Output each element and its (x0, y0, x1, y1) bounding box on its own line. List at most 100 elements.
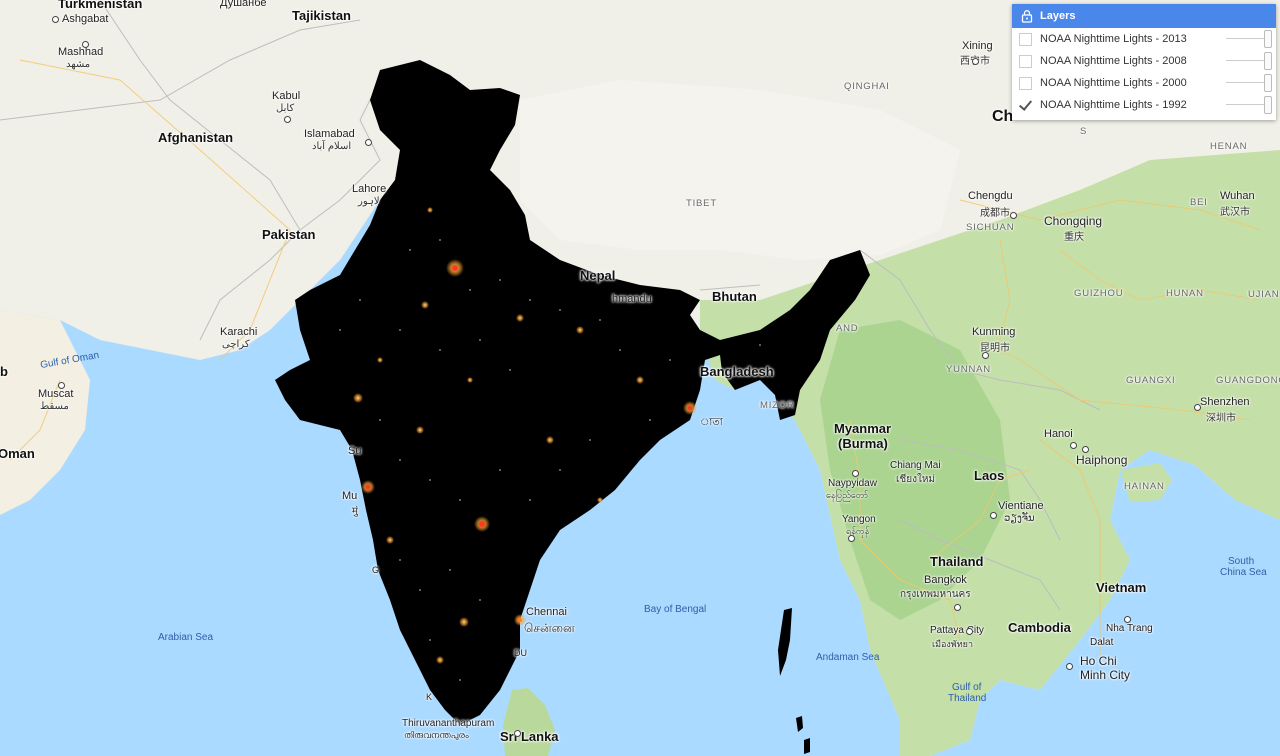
land-hainan (1120, 463, 1172, 502)
label-guangdong: GUANGDONG (1216, 375, 1280, 386)
layers-panel-title: Layers (1040, 10, 1076, 22)
layer-checkbox-2013[interactable] (1019, 32, 1032, 46)
label-pattaya: Pattaya City (930, 625, 984, 636)
label-pakistan: Pakistan (262, 227, 316, 242)
slider-knob[interactable] (1264, 96, 1272, 114)
label-fujian-fragment: UJIAN (1248, 289, 1280, 300)
label-kochi-fragment: K (426, 692, 433, 702)
layer-row-2000: NOAA Nighttime Lights - 2000 (1012, 72, 1276, 94)
label-gulf-of-thailand-line1: Gulf of (952, 682, 982, 693)
city-dot-islamabad (365, 139, 372, 146)
city-dot-haiphong (1082, 446, 1089, 453)
label-nepal: Nepal (580, 268, 616, 283)
layer-checkbox-1992[interactable] (1019, 98, 1032, 112)
label-afghanistan: Afghanistan (158, 130, 234, 145)
label-karachi-native: کراچی (222, 339, 250, 350)
label-mumbai-native-fragment: मुं (352, 506, 358, 517)
nightlights-layer-india (275, 60, 870, 725)
label-guangxi: GUANGXI (1126, 375, 1176, 386)
slider-knob[interactable] (1264, 52, 1272, 70)
label-turkmenistan: Turkmenistan (58, 0, 143, 11)
label-vientiane: Vientiane (998, 500, 1044, 512)
label-bangkok: Bangkok (924, 574, 967, 586)
label-mizoram: MIZOR (760, 400, 795, 411)
city-dot-nha-trang (1124, 616, 1131, 623)
label-kolkata-fragment: াতা (700, 417, 723, 428)
city-dot-mashhad (82, 41, 89, 48)
label-south-china-sea-line1: South (1228, 556, 1255, 567)
label-surat-fragment: Su (348, 445, 362, 457)
layer-opacity-slider-2000[interactable] (1226, 74, 1272, 92)
label-gulf-of-thailand-line2: Thailand (948, 693, 987, 704)
label-naypyidaw-native: နေပြည်တော် (826, 490, 869, 500)
label-chengdu-native: 成都市 (980, 208, 1010, 219)
label-tajikistan: Tajikistan (292, 8, 352, 23)
city-dot-kunming (982, 352, 989, 359)
label-wuhan: Wuhan (1220, 190, 1255, 202)
layer-opacity-slider-2013[interactable] (1226, 30, 1272, 48)
label-sri-lanka: Sri Lanka (500, 729, 559, 744)
label-china: Ch (992, 108, 1014, 125)
label-sichuan: SICHUAN (966, 222, 1015, 233)
label-islamabad-native: اسلام آباد (312, 141, 352, 152)
city-dot-pattaya (966, 628, 973, 635)
label-chiang-mai: Chiang Mai (890, 460, 941, 471)
label-hcmc-line1: Ho Chi (1080, 654, 1117, 668)
layer-checkbox-2008[interactable] (1019, 54, 1032, 68)
night-lights (353, 207, 697, 664)
label-pattaya-native: เมืองพัทยา (932, 639, 974, 649)
label-b-edge-fragment: b (0, 364, 8, 379)
label-henan: HENAN (1210, 141, 1248, 152)
city-dot-sri-lanka (514, 730, 521, 737)
city-dot-shenzhen (1194, 404, 1201, 411)
city-dot-xining (972, 58, 979, 65)
label-arabian-sea: Arabian Sea (158, 632, 214, 643)
night-light-speckles (339, 239, 761, 681)
label-kathmandu: hmandu (612, 293, 652, 305)
label-shaanxi-fragment: S (1080, 126, 1088, 137)
label-bangkok-native: กรุงเทพมหานคร (900, 589, 971, 600)
label-dushanbe: Душанбе (220, 0, 267, 9)
label-chongqing-native: 重庆 (1064, 232, 1084, 243)
layer-opacity-slider-1992[interactable] (1226, 96, 1272, 114)
label-south-china-sea-line2: China Sea (1220, 567, 1267, 578)
label-kunming-native: 昆明市 (980, 343, 1010, 354)
layers-panel: Layers NOAA Nighttime Lights - 2013 NOAA… (1012, 4, 1276, 120)
label-thiruvananthapuram-native: തിരുവനന്തപുരം (404, 730, 469, 740)
city-dot-hanoi (1070, 442, 1077, 449)
layer-label-2000: NOAA Nighttime Lights - 2000 (1040, 77, 1187, 89)
label-hcmc-line2: Minh City (1080, 668, 1131, 682)
label-mashhad-native: مشهد (66, 59, 91, 70)
city-dot-vientiane (990, 512, 997, 519)
layer-label-1992: NOAA Nighttime Lights - 1992 (1040, 99, 1187, 111)
slider-knob[interactable] (1264, 74, 1272, 92)
label-qinghai: QINGHAI (844, 81, 890, 92)
label-thiruvananthapuram: Thiruvananthapuram (402, 718, 495, 729)
label-shenzhen: Shenzhen (1200, 396, 1250, 408)
label-mashhad: Mashhad (58, 46, 104, 58)
layer-row-1992: NOAA Nighttime Lights - 1992 (1012, 94, 1276, 116)
layers-panel-header[interactable]: Layers (1012, 4, 1276, 28)
label-muscat: Muscat (38, 388, 74, 400)
label-bay-of-bengal: Bay of Bengal (644, 604, 707, 615)
label-laos: Laos (974, 468, 1005, 483)
label-burma: (Burma) (838, 436, 888, 451)
city-dot-muscat (58, 382, 65, 389)
layer-label-2008: NOAA Nighttime Lights - 2008 (1040, 55, 1187, 67)
land-oman (0, 310, 90, 515)
city-dot-naypyidaw (852, 470, 859, 477)
layer-checkbox-2000[interactable] (1019, 76, 1032, 90)
city-dot-chengdu (1010, 212, 1017, 219)
label-mumbai-fragment: Mu (342, 490, 358, 502)
label-chennai: Chennai (526, 606, 567, 618)
land-nicobar (796, 716, 810, 754)
label-hainan: HAINAN (1124, 481, 1165, 492)
label-naypyidaw: Naypyidaw (828, 478, 877, 489)
slider-knob[interactable] (1264, 30, 1272, 48)
land-srilanka (503, 688, 555, 756)
label-kunming: Kunming (972, 326, 1016, 338)
layer-opacity-slider-2008[interactable] (1226, 52, 1272, 70)
city-dot-ashgabat (52, 16, 59, 23)
lock-icon[interactable] (1020, 9, 1034, 23)
